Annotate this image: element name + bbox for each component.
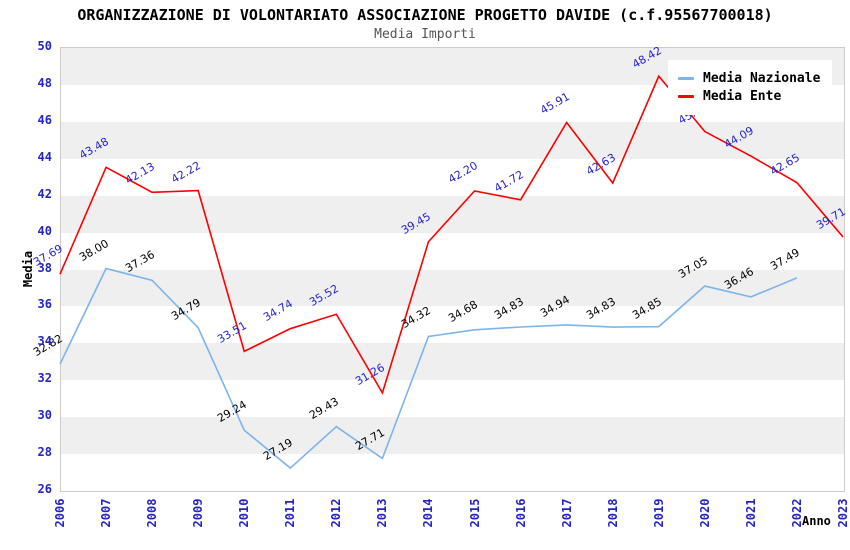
x-tick-label: 2020 <box>697 498 712 528</box>
y-tick-label: 40 <box>37 223 52 238</box>
x-tick-label: 2021 <box>743 498 758 528</box>
media-ente-line-swatch-icon <box>678 95 694 98</box>
y-axis-title: Media <box>21 250 35 288</box>
x-tick-label: 2010 <box>237 498 252 528</box>
x-tick-label: 2014 <box>421 498 436 528</box>
x-tick-label: 2006 <box>53 498 67 528</box>
y-tick-label: 38 <box>37 260 52 275</box>
x-tick-label: 2023 <box>836 498 850 528</box>
legend-label-media-nazionale: Media Nazionale <box>703 71 821 86</box>
chart-subtitle: Media Importi <box>374 27 476 42</box>
x-tick-label: 2007 <box>99 498 114 528</box>
grid-band <box>61 195 844 233</box>
y-tick-label: 50 <box>37 39 52 53</box>
y-tick-label: 28 <box>37 445 52 460</box>
x-tick-label: 2017 <box>559 498 574 528</box>
media-nazionale-line-swatch-icon <box>678 77 694 80</box>
legend-label-media-ente: Media Ente <box>703 89 782 104</box>
y-tick-label: 42 <box>37 186 52 201</box>
x-tick-label: 2011 <box>283 498 298 528</box>
legend-item-media-nazionale[interactable]: Media Nazionale <box>678 71 820 86</box>
y-tick-label: 30 <box>37 408 52 423</box>
grid-band <box>61 454 844 491</box>
legend-item-media-ente[interactable]: Media Ente <box>678 89 820 104</box>
y-tick-label: 26 <box>37 482 52 496</box>
x-tick-label: 2008 <box>145 498 160 528</box>
x-axis-title: Anno <box>802 514 831 528</box>
y-tick-label: 46 <box>37 112 52 127</box>
x-tick-label: 2019 <box>651 498 666 528</box>
x-tick-label: 2013 <box>375 498 390 528</box>
x-tick-label: 2016 <box>513 498 528 528</box>
grid-band <box>61 417 844 455</box>
x-tick-label: 2012 <box>329 498 344 528</box>
legend: Media Nazionale Media Ente <box>668 60 833 115</box>
y-tick-label: 44 <box>37 149 52 164</box>
y-tick-label: 32 <box>37 371 52 386</box>
chart-title: ORGANIZZAZIONE DI VOLONTARIATO ASSOCIAZI… <box>77 6 773 24</box>
x-tick-label: 2018 <box>605 498 620 528</box>
grid-band <box>61 343 844 381</box>
y-tick-label: 36 <box>37 297 52 312</box>
x-tick-label: 2009 <box>191 498 206 528</box>
y-tick-label: 48 <box>37 75 52 90</box>
grid-band <box>61 380 844 418</box>
x-tick-label: 2015 <box>467 498 482 528</box>
grid-band <box>61 232 844 270</box>
y-tick-label: 34 <box>37 334 52 349</box>
